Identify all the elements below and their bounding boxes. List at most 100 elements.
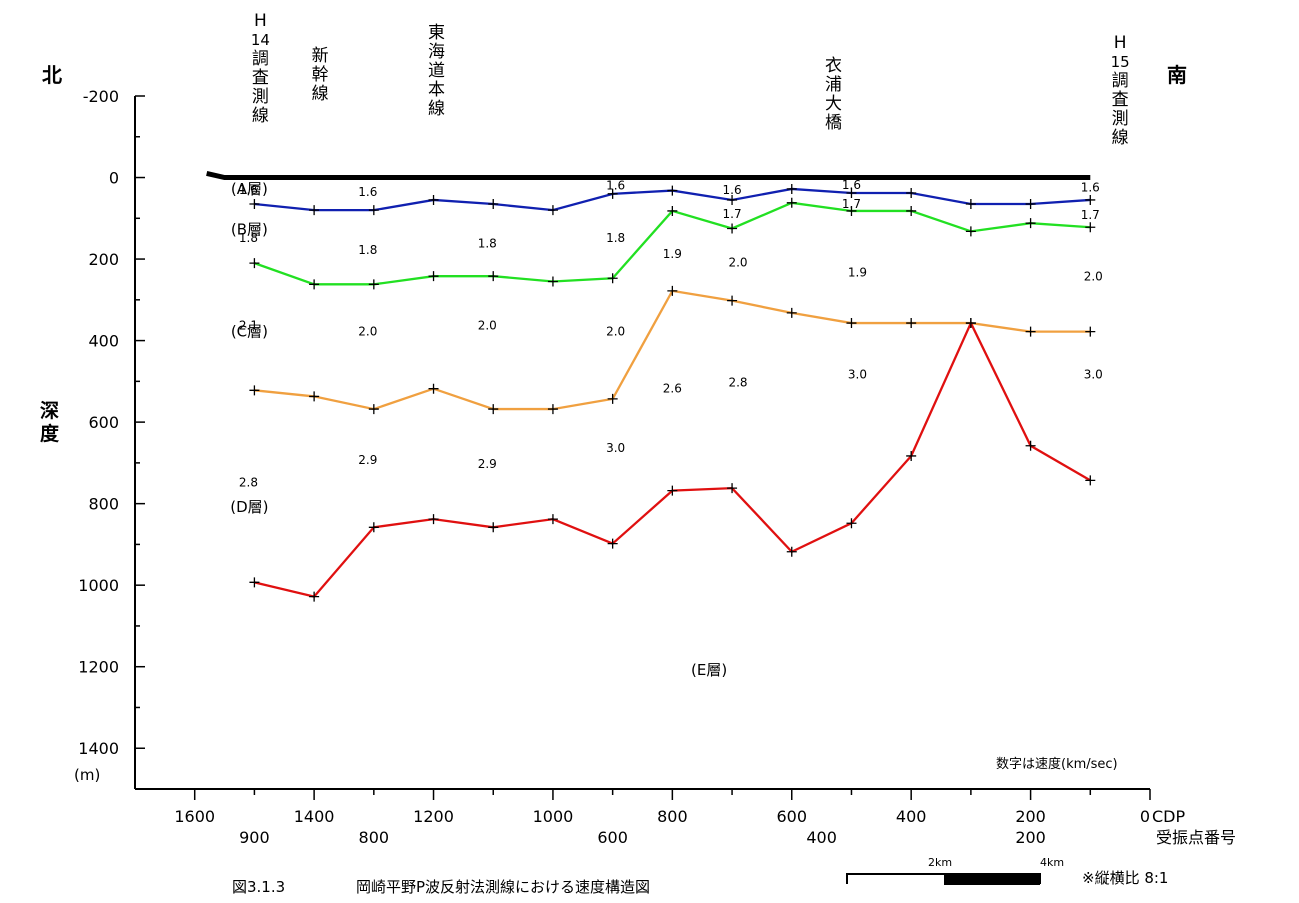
velocity-label: 2.1 xyxy=(239,319,258,333)
data-point xyxy=(547,404,558,415)
layer-boundaries xyxy=(249,183,1096,602)
data-point xyxy=(428,383,439,394)
data-point xyxy=(1085,222,1096,233)
data-point xyxy=(786,183,797,194)
data-point xyxy=(547,205,558,216)
receiver-tick-label: 200 xyxy=(1015,828,1046,847)
data-point xyxy=(488,199,499,210)
velocity-label: 1.8 xyxy=(358,243,377,257)
data-point xyxy=(607,393,618,404)
x-tick-label: 1200 xyxy=(413,807,454,826)
x-tick-label: 400 xyxy=(896,807,927,826)
layer-label: (A層) xyxy=(231,180,268,198)
velocity-label: 2.0 xyxy=(478,319,497,333)
y-unit-label: (m) xyxy=(74,766,100,784)
velocity-label: 2.6 xyxy=(663,382,682,396)
y-tick-label: 800 xyxy=(88,495,119,514)
y-tick-label: -200 xyxy=(83,87,119,106)
data-point xyxy=(667,285,678,296)
data-point xyxy=(965,318,976,329)
landmark-glyph: 浦 xyxy=(825,75,842,95)
velocity-label: 1.6 xyxy=(723,183,742,197)
velocity-label: 3.0 xyxy=(848,367,867,381)
data-point xyxy=(1085,326,1096,337)
landmark-glyph: 線 xyxy=(252,106,269,126)
layer-labels: (A層) (B層) (C層) (D層) (E層) xyxy=(230,180,727,679)
ground-surface xyxy=(206,171,1091,181)
x-axis: 1600 1400 1200 1000 800 600 400 200 0 900 800 600 40… xyxy=(135,788,1151,847)
velocity-label: 2.0 xyxy=(1084,270,1103,284)
y-tick-label: 400 xyxy=(88,332,119,351)
data-point xyxy=(667,185,678,196)
data-point xyxy=(547,276,558,287)
boundary-line xyxy=(254,320,1091,598)
data-point xyxy=(727,194,738,205)
landmark-glyph: 測 xyxy=(252,87,269,107)
data-point xyxy=(488,522,499,533)
y-tick-label: 1000 xyxy=(78,576,119,595)
landmark-glyph: 大 xyxy=(825,94,842,114)
velocity-note: 数字は速度(km/sec) xyxy=(996,756,1118,772)
velocity-label: 2.0 xyxy=(358,325,377,339)
data-point xyxy=(428,514,439,525)
velocity-label: 3.0 xyxy=(1084,367,1103,381)
data-point xyxy=(1025,218,1036,229)
landmark-label: 新幹線 xyxy=(312,46,329,104)
x-tick-label: 1400 xyxy=(294,807,335,826)
velocity-label: 1.9 xyxy=(663,247,682,261)
data-point xyxy=(309,205,320,216)
x-tick-label: 1000 xyxy=(533,807,574,826)
velocity-label: 1.8 xyxy=(606,231,625,245)
data-point xyxy=(667,205,678,216)
landmark-glyph: 15 xyxy=(1111,53,1130,71)
landmark-glyph: 測 xyxy=(1112,109,1129,129)
landmark-glyph: H xyxy=(1114,33,1127,53)
data-point xyxy=(846,205,857,216)
x-tick-label: 200 xyxy=(1015,807,1046,826)
scale-bar-fill xyxy=(944,874,1040,885)
data-point xyxy=(846,518,857,529)
landmark-glyph: 道 xyxy=(428,61,445,81)
data-point xyxy=(727,295,738,306)
figure-caption: 岡崎平野P波反射法測線における速度構造図 xyxy=(356,878,650,896)
data-point xyxy=(368,279,379,290)
receiver-label: 受振点番号 xyxy=(1156,828,1236,847)
data-point xyxy=(846,318,857,329)
data-point xyxy=(786,546,797,557)
landmark-glyph: H xyxy=(254,11,267,31)
boundary-1 xyxy=(249,183,1096,216)
data-point xyxy=(727,483,738,494)
layer-label: (D層) xyxy=(230,498,268,516)
data-point xyxy=(846,188,857,199)
landmark-glyph: 本 xyxy=(428,80,445,100)
data-point xyxy=(1025,199,1036,210)
velocity-label: 1.6 xyxy=(239,183,258,197)
data-point xyxy=(428,194,439,205)
landmark-glyph: 海 xyxy=(428,42,445,62)
landmark-glyph: 14 xyxy=(251,31,270,49)
landmark-glyph: 調 xyxy=(1112,71,1129,91)
figure-number: 図3.1.3 xyxy=(232,878,285,896)
velocity-label: 1.6 xyxy=(1081,181,1100,195)
velocity-label: 2.9 xyxy=(478,457,497,471)
layer-label: (B層) xyxy=(231,221,268,239)
receiver-tick-label: 900 xyxy=(239,828,270,847)
data-point xyxy=(309,279,320,290)
y-tick-label: 1400 xyxy=(78,739,119,758)
data-point xyxy=(488,404,499,415)
data-point xyxy=(607,188,618,199)
velocity-label: 1.9 xyxy=(848,266,867,280)
y-tick-label: 600 xyxy=(88,413,119,432)
velocity-label: 1.7 xyxy=(1081,208,1100,222)
landmark-glyph: 橋 xyxy=(825,113,842,133)
data-point xyxy=(1085,194,1096,205)
data-point xyxy=(1025,326,1036,337)
data-point xyxy=(965,199,976,210)
scale-label-2km: 2km xyxy=(928,856,952,869)
data-point xyxy=(309,591,320,602)
layer-label: (C層) xyxy=(231,323,268,341)
data-point xyxy=(906,205,917,216)
